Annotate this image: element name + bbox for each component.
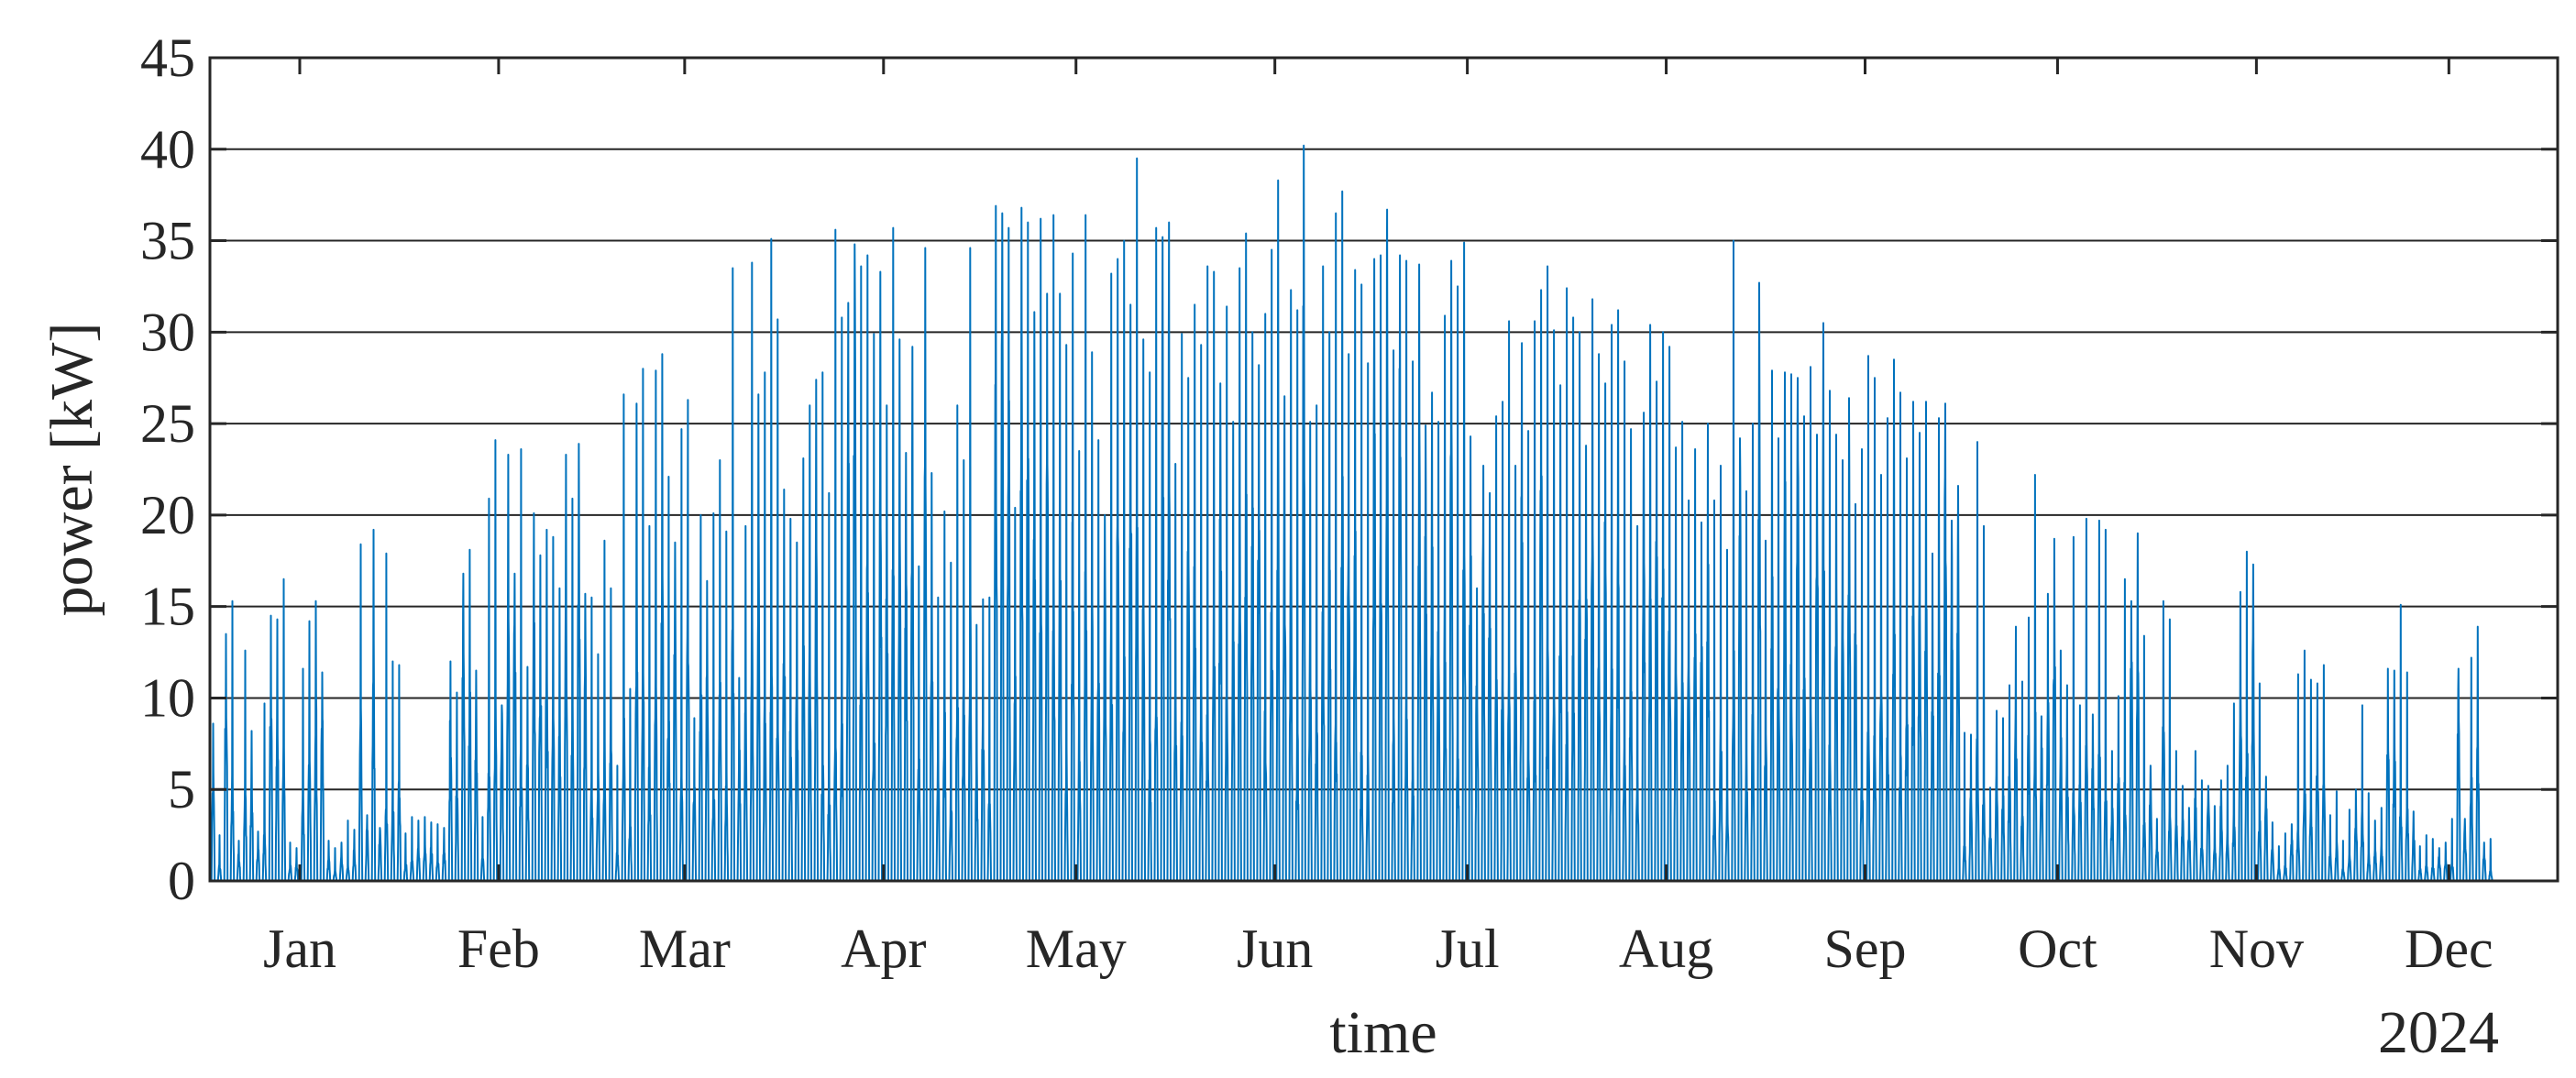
x-axis-label: time xyxy=(1329,999,1437,1066)
tick-labels: 0 5 10 15 20 25 30 35 40 45 Jan Feb Mar Apr May Jun Jul A… xyxy=(140,28,2493,979)
x-tick-label: Dec xyxy=(2405,918,2493,979)
axis-ticks xyxy=(210,56,2558,883)
y-tick-label: 30 xyxy=(140,302,195,362)
y-tick-label: 5 xyxy=(168,759,195,820)
x-axis-year-label: 2024 xyxy=(2378,999,2499,1066)
x-tick-label: Feb xyxy=(457,918,540,979)
x-tick-label: Jul xyxy=(1436,918,1500,979)
y-tick-label: 0 xyxy=(168,851,195,911)
x-tick-label: Aug xyxy=(1619,918,1713,979)
plot-frame xyxy=(208,56,2559,883)
y-tick-label: 40 xyxy=(140,119,195,180)
gridlines xyxy=(210,148,2558,791)
y-tick-label: 45 xyxy=(140,28,195,88)
power-series-line xyxy=(209,144,2494,882)
y-axis-label: power [kW] xyxy=(39,323,105,617)
y-tick-label: 20 xyxy=(140,485,195,545)
x-tick-label: Nov xyxy=(2209,918,2304,979)
y-tick-label: 35 xyxy=(140,211,195,271)
y-tick-label: 10 xyxy=(140,667,195,728)
data-series xyxy=(209,144,2494,882)
x-tick-label: Oct xyxy=(2018,918,2097,979)
x-tick-label: Mar xyxy=(639,918,731,979)
x-tick-label: May xyxy=(1026,918,1127,979)
x-tick-label: Jan xyxy=(263,918,336,979)
x-tick-label: Apr xyxy=(841,918,926,979)
y-tick-label: 15 xyxy=(140,577,195,637)
x-tick-label: Sep xyxy=(1824,918,1907,979)
x-tick-label: Jun xyxy=(1237,918,1313,979)
y-tick-label: 25 xyxy=(140,393,195,454)
